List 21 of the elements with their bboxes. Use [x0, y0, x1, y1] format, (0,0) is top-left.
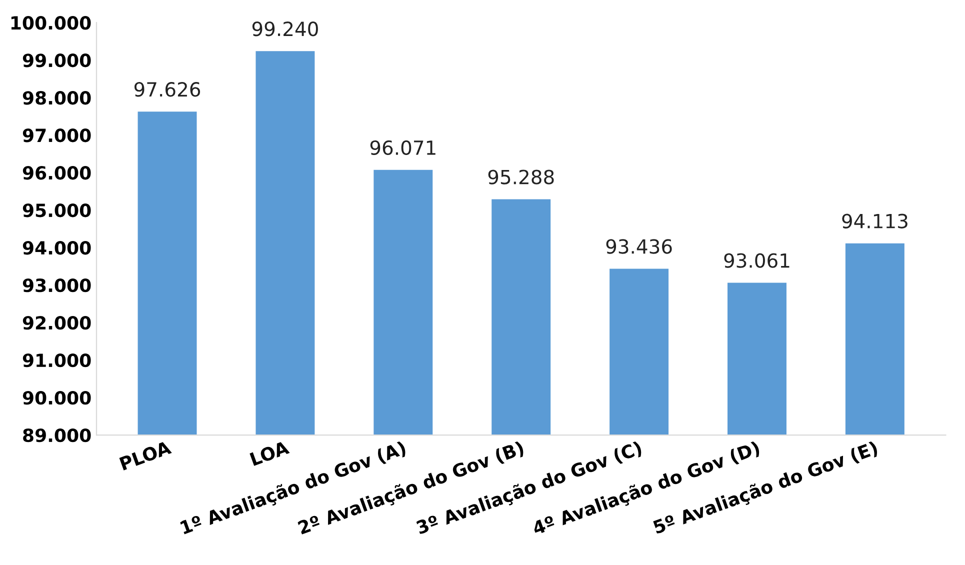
data-label: 95.288	[488, 170, 554, 184]
y-tick-label: 93.000	[22, 278, 91, 292]
data-label: 97.626	[134, 82, 200, 97]
data-label: 94.113	[842, 214, 908, 228]
y-tick-label: 90.000	[22, 391, 91, 405]
y-tick-label: 99.000	[22, 54, 91, 68]
y-tick-label: 96.000	[22, 166, 91, 180]
y-tick-label: 98.000	[22, 91, 91, 105]
x-tick-label: LOA	[250, 440, 290, 466]
data-label: 93.436	[606, 239, 672, 254]
y-tick-label: 92.000	[22, 316, 91, 330]
y-tick-label: 91.000	[22, 354, 91, 368]
data-label: 99.240	[252, 22, 318, 36]
x-tick-label: PLOA	[119, 440, 172, 471]
data-label: 93.061	[724, 253, 790, 268]
y-tick-label: 94.000	[22, 241, 91, 255]
y-tick-label: 97.000	[22, 128, 91, 142]
data-label: 96.071	[370, 140, 436, 156]
y-tick-label: 100.000	[11, 16, 91, 30]
y-tick-label: 89.000	[23, 428, 91, 442]
y-tick-label: 95.000	[22, 204, 91, 218]
